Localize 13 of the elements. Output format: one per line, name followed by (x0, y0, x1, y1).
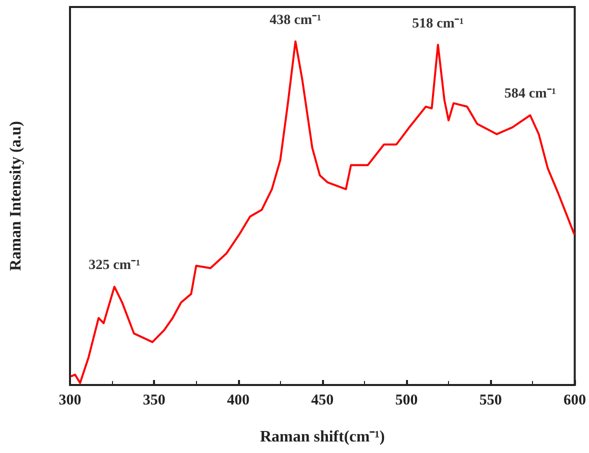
x-tick-label: 500 (395, 392, 418, 408)
annotation: 518 cm⁻¹ (412, 16, 464, 32)
x-tick-label: 350 (142, 392, 166, 408)
annotation: 325 cm⁻¹ (88, 258, 140, 274)
x-tick-label: 450 (311, 392, 334, 408)
x-tick-label: 600 (564, 392, 586, 408)
y-axis-title: Raman Intensity (a.u) (8, 121, 24, 271)
x-tick-label: 400 (227, 392, 250, 408)
annotation: 584 cm⁻¹ (504, 86, 556, 102)
x-axis-title: Raman shift(cm⁻¹) (260, 428, 385, 446)
annotation: 438 cm⁻¹ (270, 12, 322, 28)
x-tick-label: 550 (479, 392, 502, 408)
x-tick-label: 300 (58, 392, 82, 408)
